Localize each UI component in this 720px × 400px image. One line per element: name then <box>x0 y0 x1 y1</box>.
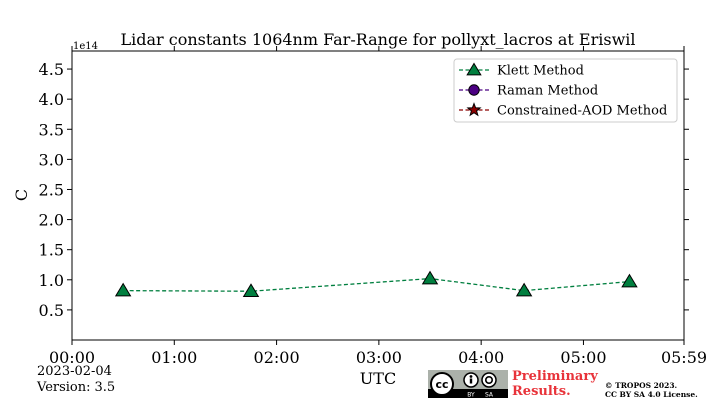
legend-label: Klett Method <box>497 64 584 79</box>
x-tick-label: 01:00 <box>151 348 197 367</box>
plot-frame <box>71 50 685 341</box>
cc-by-text: BY <box>467 392 475 399</box>
data-point <box>515 282 533 297</box>
x-axis: 00:00 01:00 02:00 03:00 04:00 05:00 05:59 <box>49 46 707 367</box>
cc-badge-text: cc <box>435 378 448 391</box>
legend-box <box>453 58 678 123</box>
x-tick-label: 05:00 <box>560 348 606 367</box>
data-point <box>621 273 638 288</box>
preliminary-line-2: Results. <box>512 384 571 399</box>
date-label: 2023-02-04 <box>37 364 112 379</box>
x-axis-label: UTC <box>360 369 396 388</box>
series-line <box>123 277 630 292</box>
version-label: Version: <box>37 380 91 395</box>
x-tick-label: 02:00 <box>254 348 300 367</box>
y-tick-label: 3.5 <box>39 120 64 139</box>
x-tick-label: 05:59 <box>661 348 707 367</box>
preliminary-line-1: Preliminary <box>512 369 598 384</box>
y-tick-label: 4.5 <box>39 60 64 79</box>
y-tick-label: 2.5 <box>39 180 64 199</box>
version-value: 3.5 <box>94 380 116 395</box>
y-axis: 0.5 1.0 1.5 2.0 2.5 3.0 3.5 4.0 4.5 <box>39 60 689 320</box>
share-alike-icon <box>481 372 497 388</box>
chart-title: Lidar constants 1064nm Far-Range for pol… <box>120 30 635 49</box>
preliminary-results-note: Preliminary Results. <box>512 369 598 399</box>
y-tick-label: 0.5 <box>39 301 64 320</box>
version-text: Version: 3.5 <box>37 380 115 395</box>
series-layer <box>114 270 638 297</box>
cc-icon <box>430 372 454 396</box>
legend-marker <box>466 102 482 117</box>
legend-marker <box>468 84 480 96</box>
copyright-line-1: © TROPOS 2023. <box>605 381 678 390</box>
legend-marker <box>466 62 482 76</box>
x-tick-label: 04:00 <box>458 348 504 367</box>
y-multiplier-label: 1e14 <box>73 41 98 52</box>
y-tick-label: 1.5 <box>39 241 64 260</box>
legend-label: Constrained-AOD Method <box>497 104 667 119</box>
y-tick-label: 4.0 <box>39 90 64 109</box>
copyright-note: © TROPOS 2023. CC BY SA 4.0 License. <box>605 381 698 399</box>
copyright-line-2: CC BY SA 4.0 License. <box>605 390 698 399</box>
y-tick-label: 3.0 <box>39 150 64 169</box>
data-point <box>114 282 132 297</box>
y-tick-label: 2.0 <box>39 211 64 230</box>
cc-license-badge: cc BY SA <box>428 370 508 398</box>
x-tick-label: 03:00 <box>356 348 402 367</box>
legend: Klett Method Raman Method Constrained-AOD … <box>453 58 678 123</box>
data-point <box>242 283 260 297</box>
x-tick-label: 00:00 <box>49 348 95 367</box>
data-point <box>421 270 439 285</box>
y-tick-label: 1.0 <box>39 271 64 290</box>
y-axis-label: C <box>12 189 31 201</box>
legend-label: Raman Method <box>497 84 598 99</box>
cc-sa-text: SA <box>485 392 494 399</box>
